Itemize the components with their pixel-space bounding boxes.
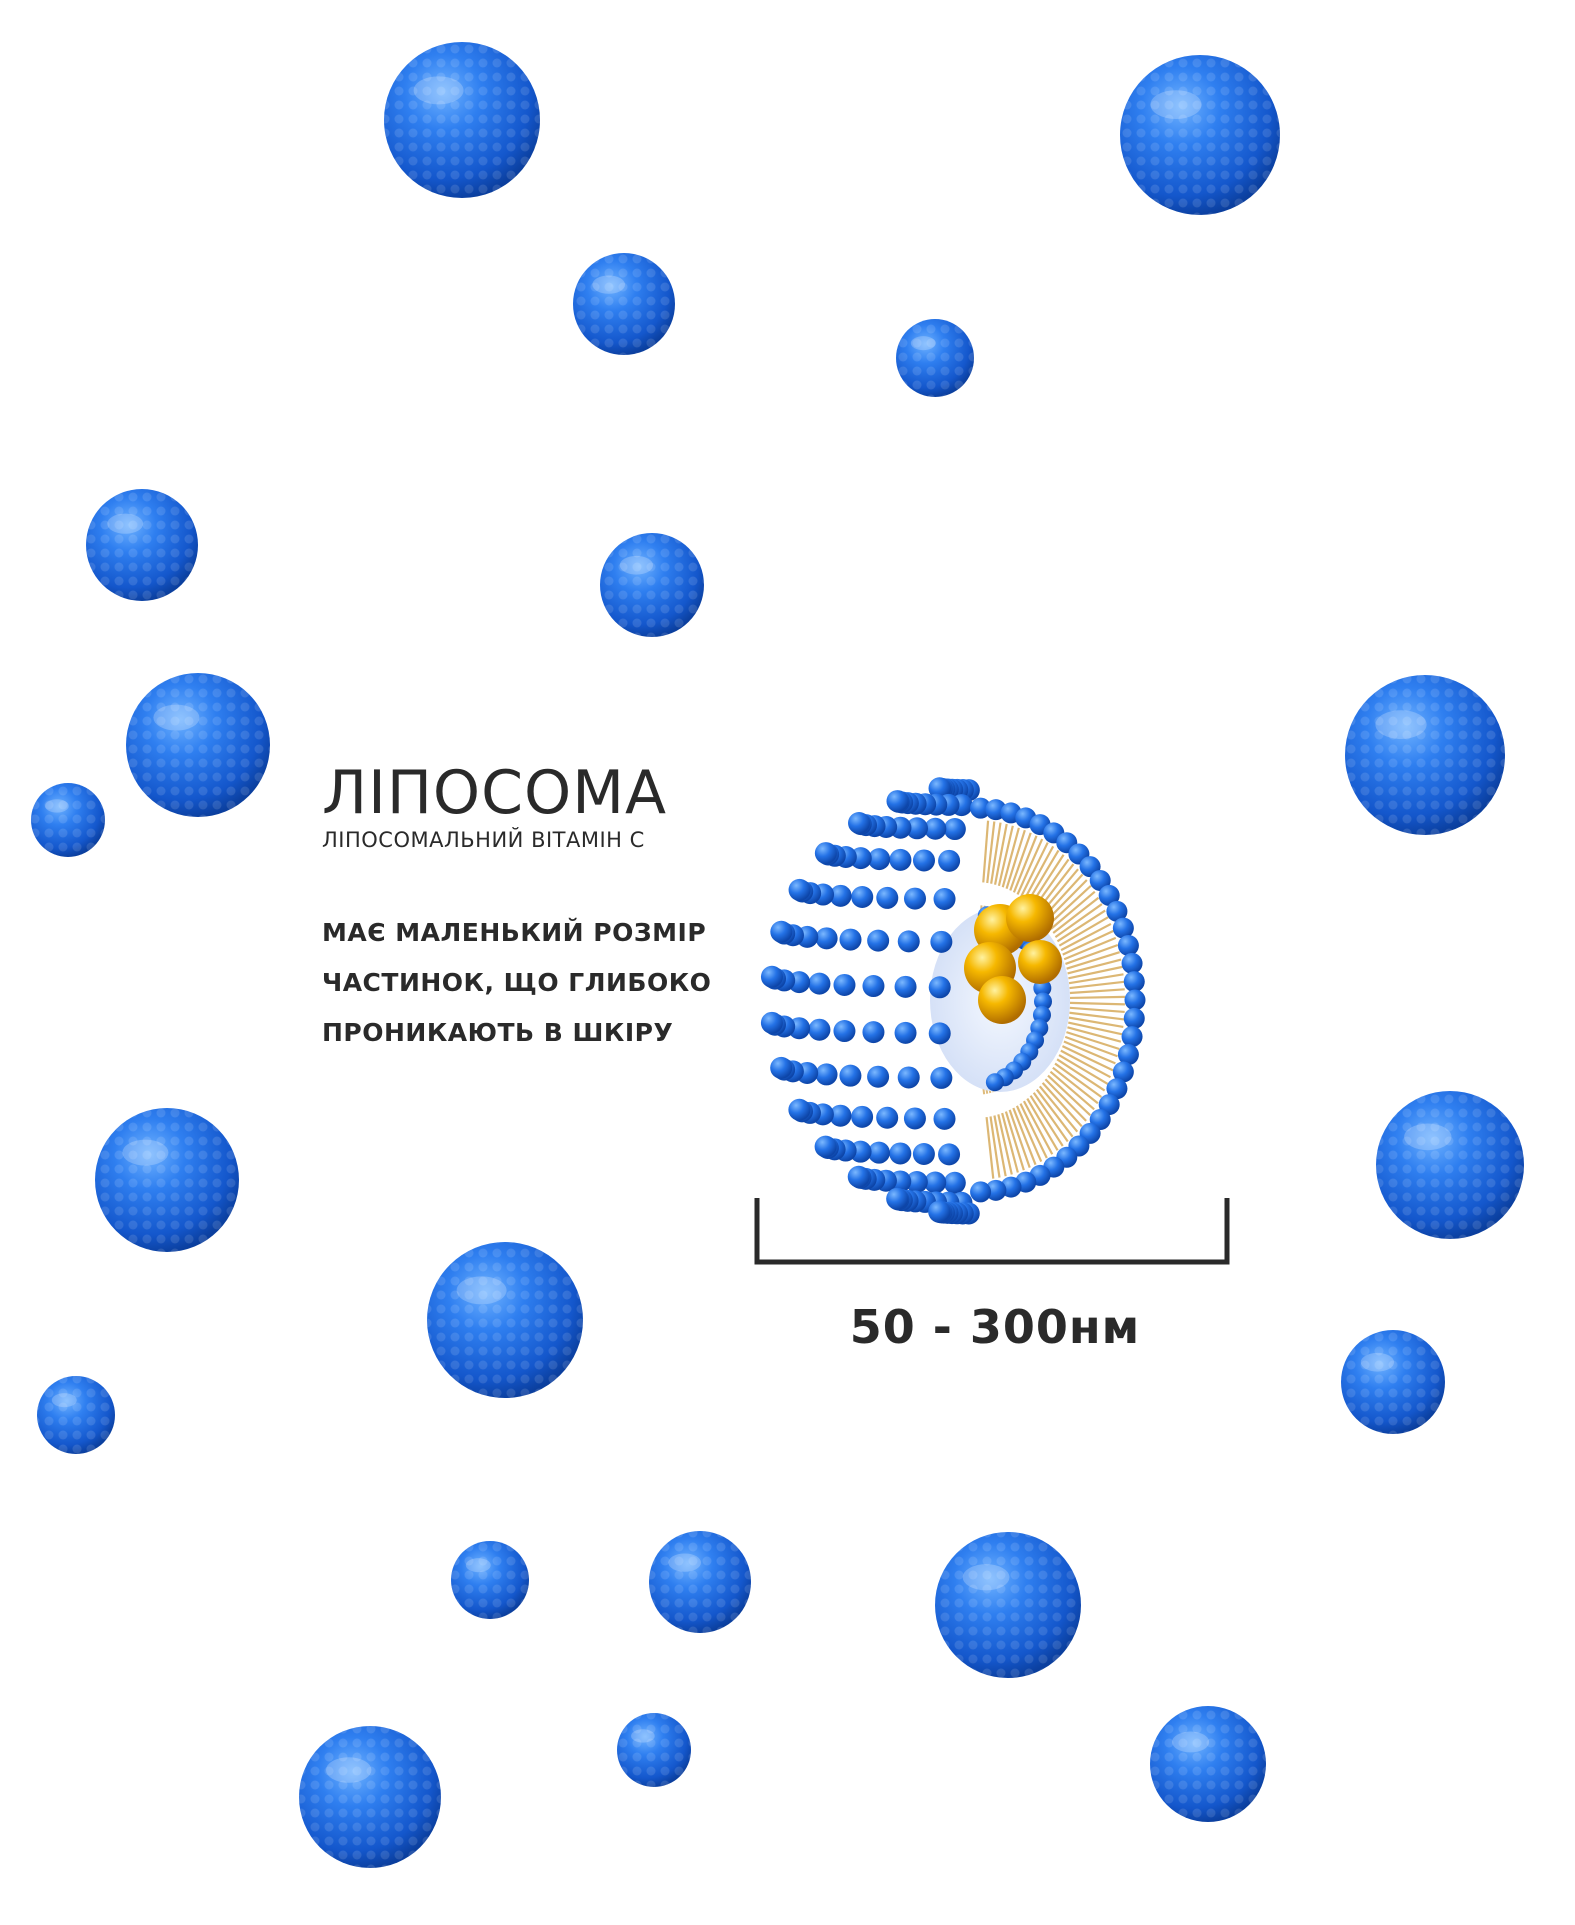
description: МАЄ МАЛЕНЬКИЙ РОЗМІР ЧАСТИНОК, ЩО ГЛИБОК…: [322, 908, 742, 1058]
sphere: [573, 253, 675, 355]
vitamin-c-core: [964, 894, 1062, 1024]
sphere: [1341, 1330, 1445, 1434]
description-line: ПРОНИКАЮТЬ В ШКІРУ: [322, 1018, 674, 1047]
background-spheres: [31, 42, 1524, 1868]
scale-bracket: [754, 1198, 1230, 1265]
sphere: [86, 489, 198, 601]
sphere: [126, 673, 270, 817]
sphere: [384, 42, 540, 198]
liposome-cross-section: [760, 777, 1146, 1225]
size-range-label: 50 - 300нм: [849, 1300, 1141, 1354]
sphere: [1150, 1706, 1266, 1822]
page-title: ЛІПОСОМА: [322, 758, 668, 828]
sphere: [935, 1532, 1081, 1678]
sphere: [1120, 55, 1280, 215]
description-line: МАЄ МАЛЕНЬКИЙ РОЗМІР: [322, 918, 707, 947]
sphere: [896, 319, 974, 397]
sphere: [617, 1713, 691, 1787]
sphere: [1376, 1091, 1524, 1239]
sphere: [600, 533, 704, 637]
sphere: [649, 1531, 751, 1633]
sphere: [95, 1108, 239, 1252]
page-subtitle: ЛІПОСОМАЛЬНИЙ ВІТАМІН С: [322, 828, 645, 852]
sphere: [451, 1541, 529, 1619]
sphere: [31, 783, 105, 857]
info-text-block: ЛІПОСОМА ЛІПОСОМАЛЬНИЙ ВІТАМІН С МАЄ МАЛ…: [322, 760, 742, 1058]
sphere: [299, 1726, 441, 1868]
description-line: ЧАСТИНОК, ЩО ГЛИБОКО: [322, 968, 712, 997]
sphere: [1345, 675, 1505, 835]
sphere: [427, 1242, 583, 1398]
sphere: [37, 1376, 115, 1454]
